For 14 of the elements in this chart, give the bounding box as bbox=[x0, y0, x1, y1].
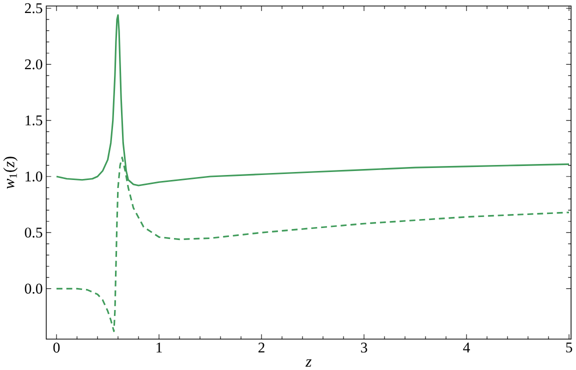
x-tick-label: 1 bbox=[156, 342, 162, 352]
y-tick-label: 0.0 bbox=[24, 284, 42, 294]
x-tick-label: 2 bbox=[258, 342, 264, 352]
y-tick-label: 2.5 bbox=[24, 3, 42, 14]
y-tick-label: 2.0 bbox=[24, 59, 42, 70]
y-axis-title: w$_{1}$(z) bbox=[3, 156, 18, 189]
x-tick-label: 0 bbox=[53, 342, 60, 353]
y-tick-label: 0.5 bbox=[24, 228, 42, 238]
x-tick-label: 4 bbox=[463, 342, 470, 352]
y-tick-label: 1.5 bbox=[26, 116, 42, 126]
x-tick-label: 5 bbox=[566, 342, 572, 352]
y-tick-label: 1.0 bbox=[26, 172, 42, 182]
x-axis-title: z bbox=[305, 359, 312, 367]
x-tick-label: 3 bbox=[361, 342, 368, 353]
